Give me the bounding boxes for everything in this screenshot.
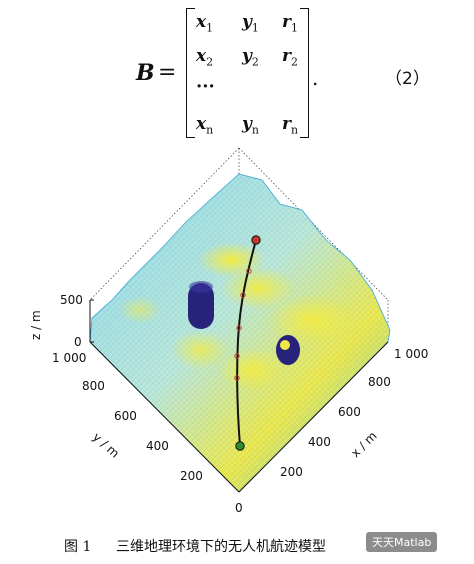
x-tick: 800 <box>368 375 391 389</box>
matrix-cell: rn <box>282 114 299 137</box>
terrain-surface <box>89 173 391 493</box>
matrix-right-bracket <box>300 8 309 138</box>
waypoint <box>234 375 240 381</box>
start-marker <box>235 441 245 451</box>
z-axis-label: z / m <box>29 310 43 340</box>
y-tick: 1 000 <box>52 351 86 365</box>
equation-lhs: B <box>136 60 155 86</box>
y-tick: 400 <box>146 439 169 453</box>
equation-block: B = x1 y1 r1 x2 y2 r2 ··· xn yn rn . （2） <box>0 0 474 150</box>
waypoint <box>246 268 252 274</box>
x-tick: 1 000 <box>394 347 428 361</box>
terrain-figure: 500 0 z / m 1 000 800 600 400 200 0 y / … <box>0 140 474 520</box>
obstacle-ring <box>276 335 300 365</box>
terrain-plot: 500 0 z / m 1 000 800 600 400 200 0 y / … <box>29 147 428 515</box>
y-tick: 600 <box>114 409 137 423</box>
matrix-cell: y2 <box>242 46 259 69</box>
y-tick: 200 <box>180 469 203 483</box>
matrix-cell: r2 <box>282 46 298 69</box>
x-tick: 600 <box>338 405 361 419</box>
goal-marker <box>251 235 261 245</box>
matrix-cell: y1 <box>242 12 259 35</box>
y-tick: 800 <box>82 379 105 393</box>
waypoint <box>234 353 240 359</box>
z-tick: 0 <box>74 335 82 349</box>
equation-number: （2） <box>385 69 430 89</box>
matrix-cell: yn <box>242 114 259 137</box>
equation-equals: = <box>158 60 177 85</box>
z-tick: 500 <box>60 293 83 307</box>
x-tick: 200 <box>280 465 303 479</box>
obstacle-cylinder <box>188 281 214 329</box>
matrix-cell: xn <box>196 114 214 137</box>
waypoint <box>240 292 246 298</box>
y-tick: 0 <box>235 501 243 515</box>
x-axis-label: x / m <box>348 429 379 460</box>
matrix-cell: x2 <box>196 46 214 69</box>
equation-period: . <box>312 66 319 90</box>
flight-path <box>234 235 261 451</box>
figure-caption: 图 1 三维地理环境下的无人机航迹模型 <box>0 530 474 562</box>
matrix-left-bracket <box>186 8 195 138</box>
watermark: 天天Matlab <box>366 532 438 552</box>
matrix-cell: r1 <box>282 12 298 35</box>
x-tick: 400 <box>308 435 331 449</box>
figure-number: 图 1 <box>64 539 92 555</box>
axes <box>89 299 389 493</box>
matrix-cell: x1 <box>196 12 214 35</box>
waypoint <box>236 325 242 331</box>
matrix-ellipsis: ··· <box>196 76 215 97</box>
y-axis-label: y / m <box>90 430 122 461</box>
figure-title: 三维地理环境下的无人机航迹模型 <box>116 539 326 555</box>
